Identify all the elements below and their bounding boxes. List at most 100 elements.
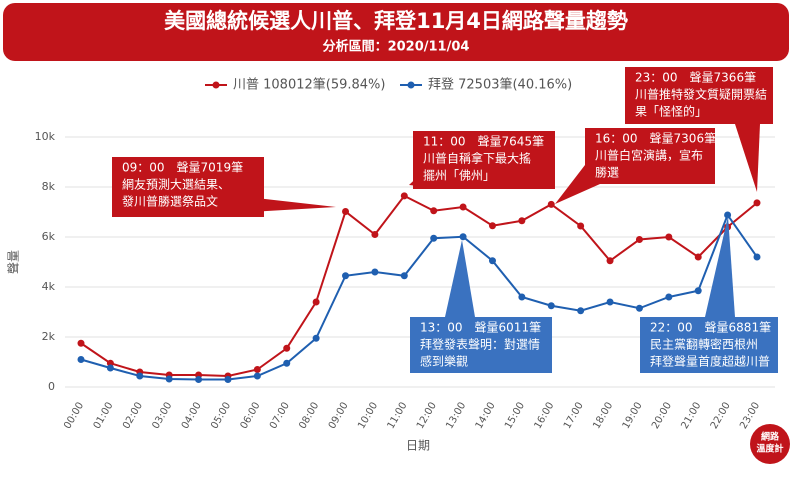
callout-box	[625, 67, 773, 124]
x-tick-label: 10:00	[356, 401, 380, 431]
callout-text: 川普白宮演講，宣布	[595, 148, 703, 163]
callout-text: 川普推特發文質疑開票結	[635, 87, 767, 102]
x-tick-label: 23:00	[738, 401, 762, 431]
data-point	[136, 372, 144, 380]
data-point	[371, 231, 379, 238]
x-tick-label: 12:00	[415, 401, 439, 431]
callout-text: 22：00 聲量6881筆	[650, 320, 771, 335]
x-tick-label: 01:00	[92, 401, 116, 431]
title-banner	[3, 3, 789, 61]
data-point	[694, 253, 702, 261]
x-tick-label: 22:00	[709, 401, 733, 431]
data-point	[753, 253, 761, 261]
callout-text: 13：00 聲量6011筆	[420, 320, 541, 335]
y-axis-label: 聲量	[6, 250, 21, 274]
data-point	[400, 192, 408, 200]
data-point	[606, 298, 614, 306]
data-point	[430, 207, 438, 215]
data-point	[459, 203, 467, 211]
callout-pointer	[445, 240, 475, 317]
data-point	[312, 334, 320, 342]
data-point	[106, 364, 114, 372]
data-point	[488, 222, 496, 230]
callout-text: 川普自稱拿下最大搖	[423, 151, 531, 166]
y-tick-label: 2k	[42, 330, 56, 343]
y-tick-label: 0	[48, 380, 55, 393]
y-tick-label: 8k	[42, 180, 56, 193]
data-point	[547, 200, 555, 208]
callout-box	[410, 317, 552, 373]
logo	[750, 424, 790, 464]
x-tick-label: 04:00	[180, 401, 204, 431]
callout-text: 擺州「佛州」	[423, 169, 495, 183]
data-point	[165, 375, 173, 383]
x-tick-label: 08:00	[297, 401, 321, 431]
callout-box	[413, 131, 555, 189]
data-point	[694, 287, 702, 295]
x-tick-label: 05:00	[209, 401, 233, 431]
logo-text: 網路	[761, 431, 780, 443]
data-point	[488, 257, 496, 265]
y-tick-label: 10k	[35, 130, 56, 143]
x-tick-label: 02:00	[121, 401, 145, 431]
data-point	[224, 376, 232, 383]
x-tick-label: 13:00	[444, 401, 468, 431]
x-tick-label: 19:00	[621, 401, 645, 431]
chart-title: 美國總統候選人川普、拜登11月4日網路聲量趨勢	[164, 9, 628, 33]
data-point	[577, 222, 585, 230]
data-point	[518, 217, 526, 225]
series-line	[80, 212, 758, 381]
y-tick-label: 6k	[42, 230, 56, 243]
data-point	[459, 233, 467, 241]
callout-text: 11：00 聲量7645筆	[423, 134, 544, 149]
data-point	[283, 344, 291, 352]
callout-text: 網友預測大選結果、	[122, 178, 230, 192]
data-point	[283, 359, 291, 367]
data-point	[518, 293, 526, 301]
x-tick-label: 17:00	[562, 401, 586, 431]
x-tick-label: 16:00	[533, 401, 557, 431]
y-tick-label: 4k	[42, 280, 56, 293]
callout-text: 發川普勝選祭品文	[122, 194, 218, 209]
callout-box	[585, 128, 715, 184]
callout-box	[112, 157, 264, 217]
x-tick-label: 03:00	[150, 401, 174, 431]
data-point	[77, 339, 85, 347]
x-tick-label: 15:00	[503, 401, 527, 431]
legend-marker	[212, 81, 220, 89]
x-tick-label: 00:00	[62, 401, 86, 431]
callout-text: 果「怪怪的」	[635, 104, 707, 119]
data-point	[400, 272, 408, 280]
x-tick-label: 21:00	[679, 401, 703, 431]
series-line	[80, 194, 758, 378]
logo-text: 溫度計	[756, 443, 783, 455]
legend-label: 川普 108012筆(59.84%)	[233, 78, 385, 93]
data-point	[665, 233, 673, 241]
data-point	[342, 272, 350, 280]
data-point	[195, 376, 203, 383]
callout-text: 勝選	[595, 165, 619, 180]
x-tick-label: 14:00	[474, 401, 498, 431]
x-tick-label: 06:00	[239, 401, 263, 431]
callout-pointer	[735, 124, 760, 192]
x-tick-label: 20:00	[650, 401, 674, 431]
legend-label: 拜登 72503筆(40.16%)	[428, 78, 572, 93]
data-point	[312, 298, 320, 306]
data-point	[430, 234, 438, 242]
data-point	[665, 293, 673, 301]
data-point	[606, 257, 614, 265]
callout-text: 感到樂觀	[420, 354, 468, 369]
x-axis-label: 日期	[406, 439, 430, 453]
legend-marker	[407, 81, 415, 89]
x-tick-label: 09:00	[327, 401, 351, 431]
x-tick-label: 11:00	[386, 401, 410, 431]
data-point	[547, 302, 555, 310]
data-point	[577, 307, 585, 315]
data-point	[635, 304, 643, 312]
